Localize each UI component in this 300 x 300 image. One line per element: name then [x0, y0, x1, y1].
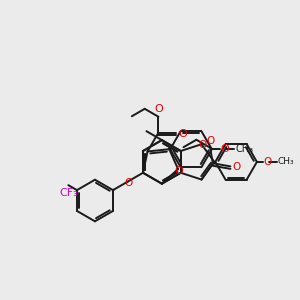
Text: CF₃: CF₃ [59, 188, 78, 198]
Text: O: O [232, 162, 241, 172]
Text: O: O [124, 178, 133, 188]
Text: O: O [175, 166, 184, 176]
Text: CH₃: CH₃ [278, 158, 294, 166]
Text: O: O [154, 104, 163, 114]
Text: O: O [198, 140, 207, 150]
Text: O: O [221, 144, 230, 154]
Text: O: O [178, 129, 187, 139]
Text: CH₃: CH₃ [236, 144, 254, 154]
Text: O: O [264, 157, 272, 167]
Text: O: O [206, 136, 214, 146]
